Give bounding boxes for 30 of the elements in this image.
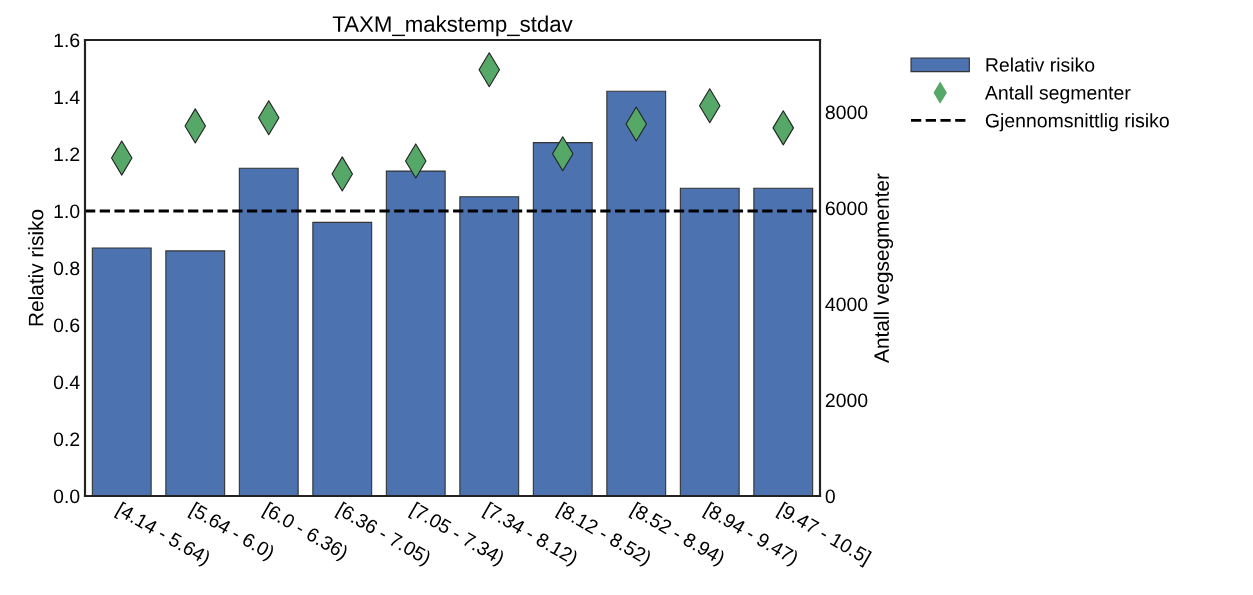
y-tick-label: 0.2 [53, 432, 80, 447]
bar [459, 196, 520, 496]
y2-tick-label: 4000 [825, 297, 868, 312]
legend-label: Antall segmenter [984, 85, 1131, 104]
bar [532, 142, 593, 496]
y-tick-label: 1.2 [54, 147, 80, 162]
bar [606, 90, 667, 496]
legend-label: Gjennomsnittlig risiko [985, 113, 1169, 132]
y2-tick-label: 6000 [825, 201, 868, 216]
y-tick-label: 0.8 [53, 261, 80, 276]
y-tick-label: 1.6 [54, 33, 80, 48]
y-tick-label: 0.0 [53, 489, 80, 504]
y2-tick-label: 0 [825, 489, 835, 504]
bar [312, 221, 373, 496]
bar [91, 247, 152, 496]
legend-label: Relativ risiko [986, 57, 1095, 72]
y2-tick-label: 2000 [825, 393, 868, 408]
bar [165, 250, 226, 496]
y-tick-label: 1.4 [54, 90, 80, 105]
y-tick-label: 1.0 [54, 204, 80, 219]
y2-axis-title: Antall vegsegmenter [873, 173, 894, 363]
bar [753, 187, 814, 496]
bar [385, 170, 446, 496]
bar [679, 187, 740, 496]
bar [238, 167, 299, 496]
y-tick-label: 0.4 [53, 375, 80, 390]
y-tick-label: 0.6 [53, 318, 80, 333]
y2-tick-label: 8000 [825, 105, 868, 120]
chart-title: TAXM_makstemp_stdav [332, 15, 573, 37]
y-axis-title: Relativ risiko [28, 209, 44, 326]
